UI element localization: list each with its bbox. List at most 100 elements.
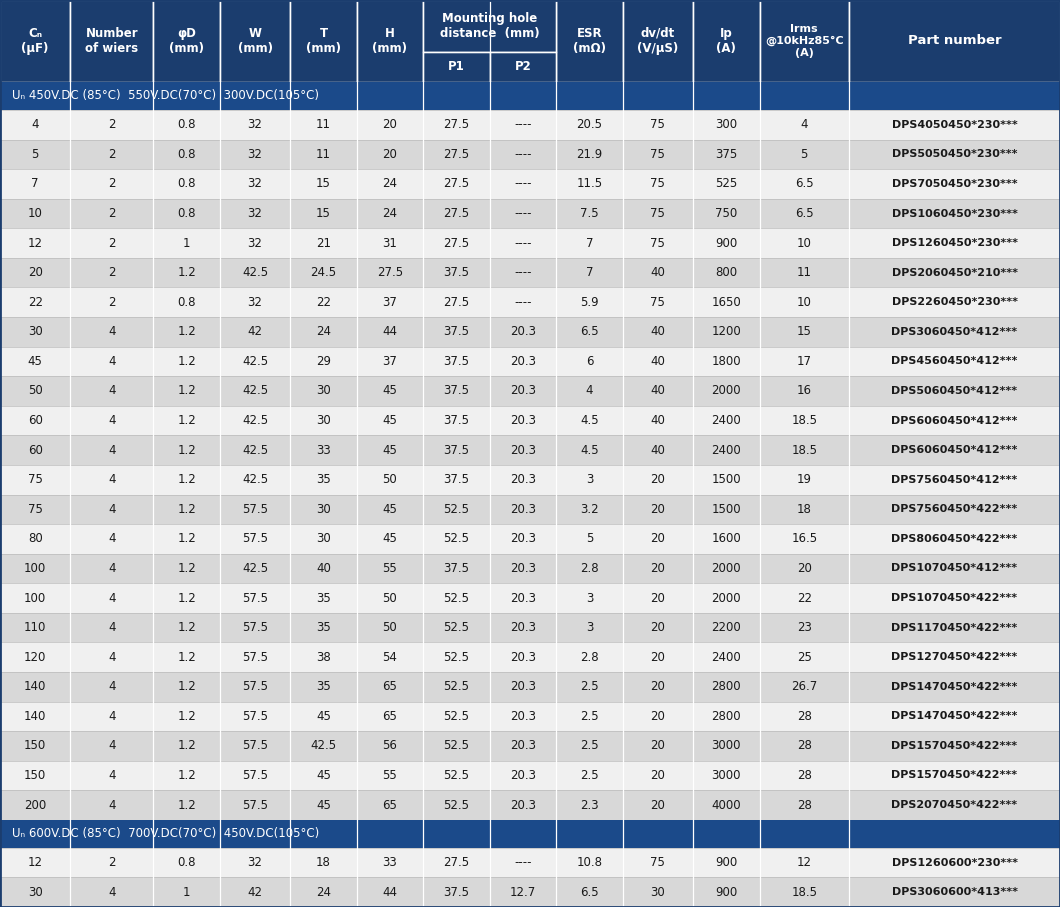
Text: 1.2: 1.2: [177, 710, 196, 723]
Text: 37: 37: [383, 296, 398, 308]
Text: Irms
@10kHz85°C
(A): Irms @10kHz85°C (A): [765, 24, 844, 58]
Text: 75: 75: [651, 118, 666, 132]
Text: 20: 20: [651, 680, 666, 693]
Text: 300: 300: [716, 118, 738, 132]
Text: 3: 3: [586, 473, 594, 486]
Text: 55: 55: [383, 769, 398, 782]
Text: DPS1570450*422***: DPS1570450*422***: [891, 741, 1018, 751]
Text: 4: 4: [586, 385, 594, 397]
Text: 1.2: 1.2: [177, 326, 196, 338]
Text: 1.2: 1.2: [177, 591, 196, 605]
Text: 20.3: 20.3: [510, 385, 536, 397]
Text: 40: 40: [651, 355, 666, 368]
Text: 2: 2: [108, 237, 116, 249]
Text: 37.5: 37.5: [443, 414, 470, 427]
Text: 900: 900: [716, 856, 738, 869]
Text: 37.5: 37.5: [443, 355, 470, 368]
Text: 52.5: 52.5: [443, 591, 470, 605]
Text: 100: 100: [24, 591, 47, 605]
Text: 20.3: 20.3: [510, 532, 536, 545]
Text: DPS6060450*412***: DPS6060450*412***: [891, 445, 1018, 455]
Text: 6.5: 6.5: [580, 886, 599, 899]
Text: 35: 35: [316, 473, 331, 486]
Text: 27.5: 27.5: [377, 266, 403, 279]
Bar: [0, 229, 1060, 258]
Text: 2: 2: [108, 266, 116, 279]
Text: 27.5: 27.5: [443, 207, 470, 220]
Text: 120: 120: [24, 650, 47, 664]
Text: DPS1470450*422***: DPS1470450*422***: [891, 682, 1018, 692]
Text: 35: 35: [316, 680, 331, 693]
Text: 0.8: 0.8: [177, 178, 196, 190]
Text: 75: 75: [28, 473, 42, 486]
Text: 50: 50: [383, 591, 398, 605]
Text: 20: 20: [28, 266, 42, 279]
Text: 27.5: 27.5: [443, 178, 470, 190]
Text: 19: 19: [797, 473, 812, 486]
Text: 30: 30: [316, 532, 331, 545]
Text: ----: ----: [514, 856, 532, 869]
Text: 6.5: 6.5: [795, 178, 814, 190]
Text: 0.8: 0.8: [177, 296, 196, 308]
Bar: [0, 376, 1060, 405]
Text: 7: 7: [32, 178, 39, 190]
Text: 4: 4: [108, 473, 116, 486]
Text: 6.5: 6.5: [580, 326, 599, 338]
Bar: [0, 346, 1060, 376]
Text: 37: 37: [383, 355, 398, 368]
Text: 57.5: 57.5: [242, 680, 268, 693]
Bar: [0, 288, 1060, 317]
Text: 20.5: 20.5: [577, 118, 602, 132]
Text: 32: 32: [248, 296, 263, 308]
Text: 75: 75: [651, 237, 666, 249]
Text: 20: 20: [651, 562, 666, 575]
Text: 45: 45: [316, 710, 331, 723]
Text: DPS2060450*210***: DPS2060450*210***: [891, 268, 1018, 278]
Text: 52.5: 52.5: [443, 739, 470, 753]
Text: 20: 20: [651, 473, 666, 486]
Text: 35: 35: [316, 591, 331, 605]
Text: 52.5: 52.5: [443, 680, 470, 693]
Text: 12: 12: [28, 856, 42, 869]
Text: 50: 50: [28, 385, 42, 397]
Text: 24: 24: [316, 886, 331, 899]
Bar: [0, 524, 1060, 553]
Text: 150: 150: [24, 739, 47, 753]
Text: 4: 4: [108, 710, 116, 723]
Text: 28: 28: [797, 739, 812, 753]
Bar: [0, 110, 1060, 140]
Text: 75: 75: [651, 178, 666, 190]
Bar: [0, 82, 1060, 110]
Text: 30: 30: [28, 326, 42, 338]
Text: 1.2: 1.2: [177, 502, 196, 516]
Text: 20.3: 20.3: [510, 562, 536, 575]
Text: 20.3: 20.3: [510, 444, 536, 456]
Text: 44: 44: [383, 326, 398, 338]
Text: 375: 375: [716, 148, 738, 161]
Text: 1500: 1500: [711, 473, 741, 486]
Text: 30: 30: [316, 385, 331, 397]
Text: 15: 15: [797, 326, 812, 338]
Text: 525: 525: [716, 178, 738, 190]
Text: 10.8: 10.8: [577, 856, 602, 869]
Text: 42.5: 42.5: [242, 266, 268, 279]
Bar: [0, 672, 1060, 701]
Text: 0.8: 0.8: [177, 207, 196, 220]
Text: T
(mm): T (mm): [306, 27, 341, 55]
Text: 18.5: 18.5: [791, 444, 817, 456]
Bar: [0, 405, 1060, 435]
Text: DPS7560450*422***: DPS7560450*422***: [891, 504, 1018, 514]
Text: 75: 75: [651, 207, 666, 220]
Text: 45: 45: [383, 385, 398, 397]
Text: Uₙ 600V.DC (85°C)  700V.DC(70°C)  450V.DC(105°C): Uₙ 600V.DC (85°C) 700V.DC(70°C) 450V.DC(…: [12, 827, 319, 841]
Text: 29: 29: [316, 355, 331, 368]
Text: 37.5: 37.5: [443, 385, 470, 397]
Text: 3: 3: [586, 591, 594, 605]
Text: DPS1070450*422***: DPS1070450*422***: [891, 593, 1018, 603]
Text: 1200: 1200: [711, 326, 741, 338]
Bar: [0, 494, 1060, 524]
Text: 32: 32: [248, 118, 263, 132]
Text: 45: 45: [383, 502, 398, 516]
Text: 11: 11: [316, 148, 331, 161]
Text: 75: 75: [28, 502, 42, 516]
